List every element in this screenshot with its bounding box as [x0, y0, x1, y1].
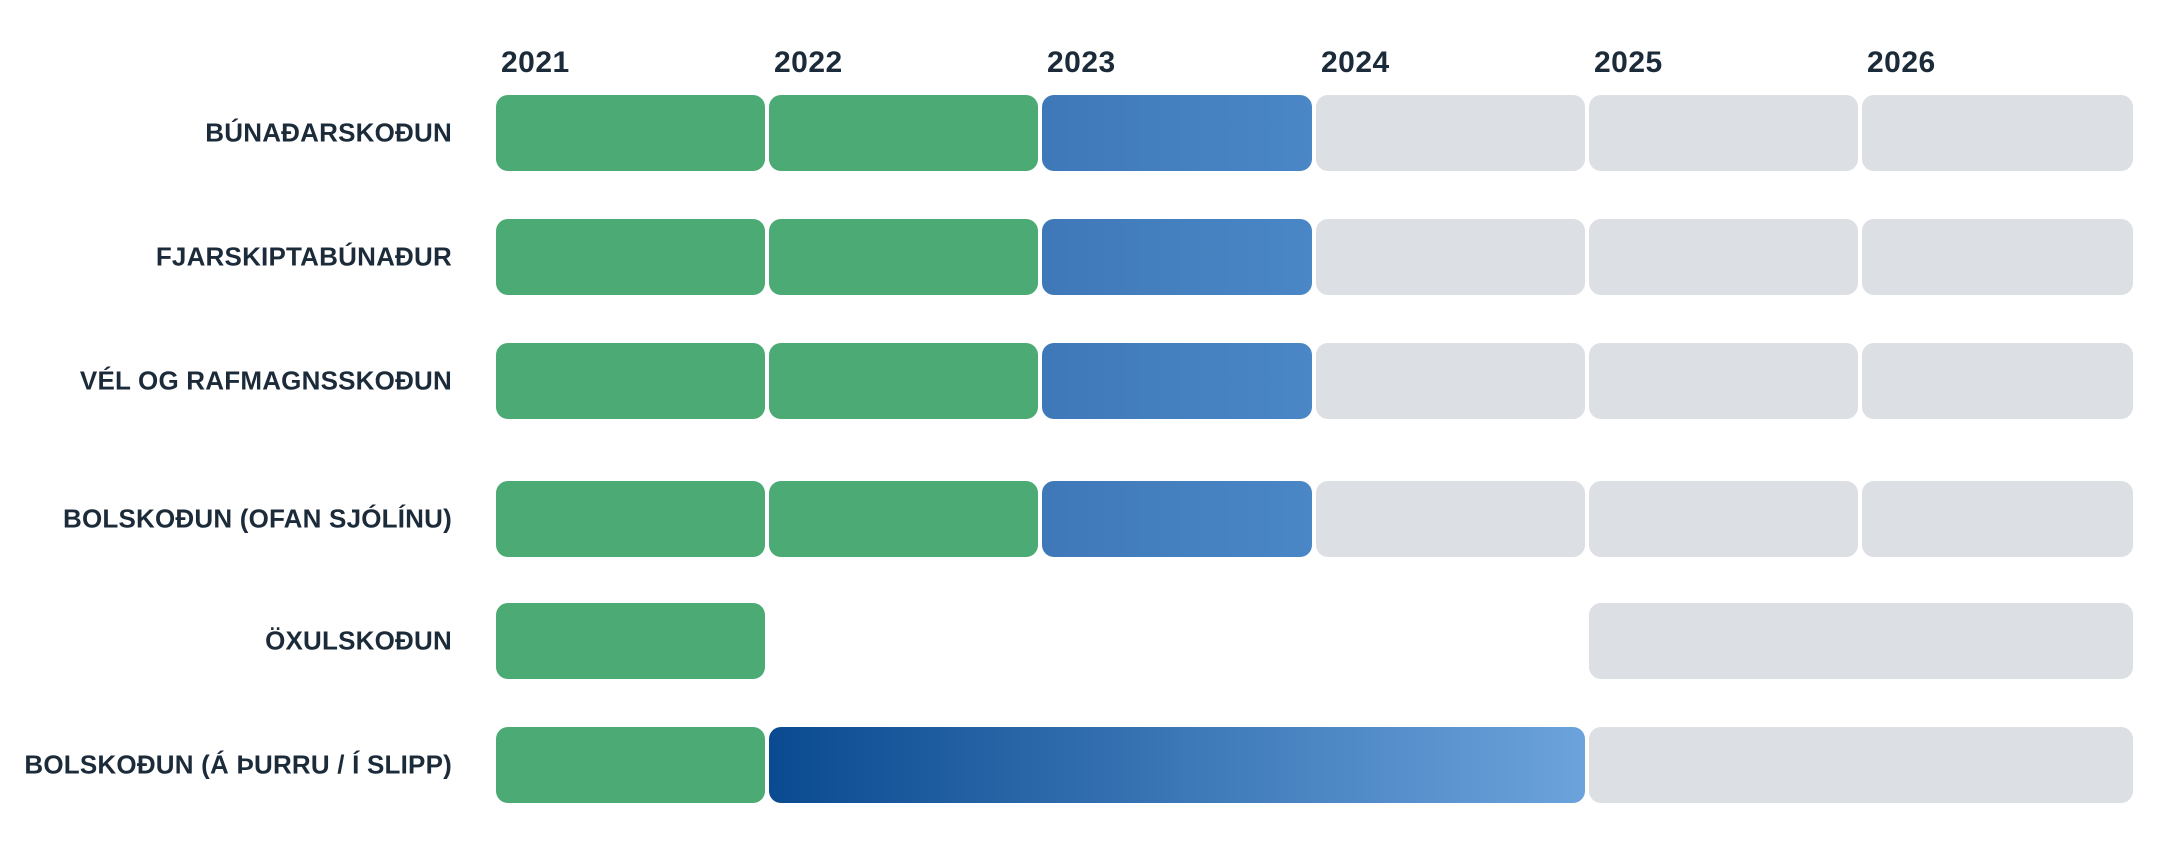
year-label-2022: 2022: [774, 46, 843, 79]
timeline-segment-done: [496, 481, 765, 557]
timeline-segment-upcoming: [1589, 603, 2133, 679]
timeline-segment-upcoming: [1862, 481, 2133, 557]
row-label: VÉL OG RAFMAGNSSKOÐUN: [79, 365, 452, 396]
timeline-segment-current: [1042, 481, 1312, 557]
row-label: BOLSKOÐUN (OFAN SJÓLÍNU): [62, 503, 452, 534]
year-label-2023: 2023: [1047, 46, 1116, 79]
timeline-segment-upcoming: [1316, 219, 1585, 295]
timeline-segment-done: [769, 343, 1038, 419]
timeline-segment-upcoming: [1316, 343, 1585, 419]
timeline-segment-upcoming: [1862, 343, 2133, 419]
timeline-segment-upcoming: [1316, 95, 1585, 171]
timeline-segment-upcoming: [1589, 95, 1858, 171]
timeline-segment-upcoming: [1316, 481, 1585, 557]
timeline-segment-done: [496, 727, 765, 803]
row-label: ÖXULSKOÐUN: [265, 625, 452, 656]
timeline-segment-current: [1042, 343, 1312, 419]
row-label: FJARSKIPTABÚNAÐUR: [155, 241, 452, 272]
timeline-segment-current: [1042, 95, 1312, 171]
timeline-segment-done: [496, 219, 765, 295]
timeline-segment-done: [496, 95, 765, 171]
timeline-segment-done: [769, 481, 1038, 557]
timeline-segment-upcoming: [1862, 95, 2133, 171]
timeline-segment-done: [769, 95, 1038, 171]
row-label: BÚNAÐARSKOÐUN: [205, 117, 452, 148]
timeline-segment-upcoming: [1862, 219, 2133, 295]
timeline-segment-done: [496, 603, 765, 679]
timeline-segment-current: [1042, 219, 1312, 295]
row-label: BOLSKOÐUN (Á ÞURRU / Í SLIPP): [24, 749, 452, 780]
timeline-segment-upcoming: [1589, 727, 2133, 803]
year-label-2021: 2021: [501, 46, 570, 79]
timeline-segment-done: [496, 343, 765, 419]
year-label-2026: 2026: [1867, 46, 1936, 79]
timeline-segment-done: [769, 219, 1038, 295]
timeline-segment-window: [769, 727, 1585, 803]
timeline-segment-upcoming: [1589, 343, 1858, 419]
timeline-segment-upcoming: [1589, 219, 1858, 295]
year-label-2025: 2025: [1594, 46, 1663, 79]
timeline-segment-upcoming: [1589, 481, 1858, 557]
year-label-2024: 2024: [1321, 46, 1390, 79]
